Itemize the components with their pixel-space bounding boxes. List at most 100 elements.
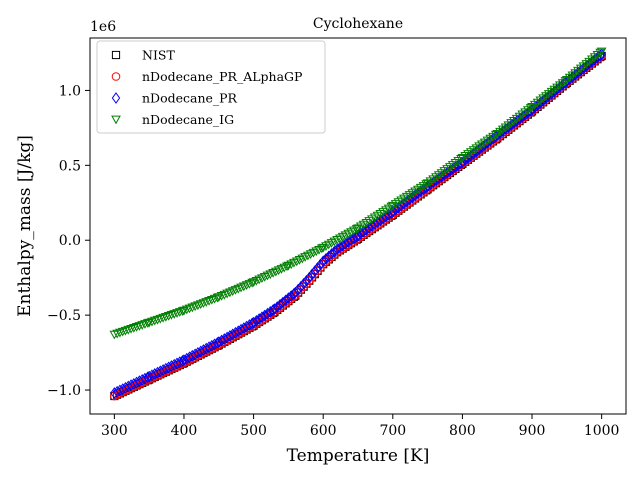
data-point <box>210 338 219 351</box>
y-tick-label: 1.0 <box>59 83 81 99</box>
data-point <box>152 315 163 325</box>
y-tick-label: 0.5 <box>59 158 81 174</box>
data-point <box>307 268 317 281</box>
data-point <box>179 306 189 316</box>
data-point <box>213 336 222 349</box>
data-point <box>257 311 267 324</box>
data-point <box>330 245 339 258</box>
legend-marker <box>111 92 121 104</box>
data-point <box>204 297 214 306</box>
data-point <box>327 248 336 260</box>
data-point <box>209 294 220 304</box>
data-point <box>344 236 353 248</box>
data-point <box>115 328 125 338</box>
data-point <box>402 195 411 208</box>
data-point <box>254 313 264 325</box>
data-point <box>172 309 182 318</box>
data-point <box>293 283 303 296</box>
legend-marker <box>111 115 121 125</box>
x-tick-label: 600 <box>310 423 337 439</box>
data-point <box>324 250 333 263</box>
data-point <box>206 295 217 305</box>
data-point <box>595 48 606 58</box>
data-point <box>338 239 347 252</box>
y-tick-label: −1.0 <box>47 383 81 399</box>
data-point <box>341 237 350 250</box>
data-point <box>318 255 328 268</box>
data-point <box>249 316 258 329</box>
data-point <box>109 330 120 340</box>
data-point <box>134 322 145 331</box>
data-point <box>174 308 185 317</box>
data-point <box>149 316 160 326</box>
data-point <box>178 354 187 367</box>
data-point <box>273 301 282 313</box>
data-point <box>321 252 331 265</box>
data-point <box>270 303 279 315</box>
data-point <box>129 323 139 333</box>
data-point <box>275 298 285 311</box>
data-point <box>316 258 325 271</box>
data-point <box>126 324 136 334</box>
legend-box <box>96 40 326 134</box>
legend-label: nDodecane_PR <box>142 91 238 106</box>
data-point <box>284 292 293 305</box>
data-point <box>597 48 606 61</box>
data-point <box>281 294 290 307</box>
data-point <box>266 305 275 318</box>
data-point <box>131 323 142 332</box>
plot-marks <box>109 47 607 401</box>
y-tick-label: 0.0 <box>59 233 81 249</box>
data-point <box>291 286 300 299</box>
data-point <box>144 318 155 328</box>
data-point <box>260 309 269 322</box>
series-ndodecane-ig <box>109 47 607 340</box>
x-tick-label: 300 <box>101 423 128 439</box>
data-point <box>405 193 414 206</box>
data-point <box>335 241 345 254</box>
data-point <box>351 225 362 234</box>
data-point <box>310 265 320 277</box>
data-point <box>212 293 223 303</box>
data-point <box>296 280 306 293</box>
y-axis-label: Enthalpy_mass [J/kg] <box>15 135 35 317</box>
data-point <box>332 243 342 256</box>
data-point <box>169 310 180 319</box>
data-point <box>187 303 198 313</box>
data-point <box>560 77 571 86</box>
data-point <box>396 199 406 212</box>
data-point <box>137 321 148 330</box>
x-tick-label: 1000 <box>584 423 620 439</box>
data-point <box>181 305 192 315</box>
data-point <box>268 304 278 316</box>
data-point <box>349 232 359 245</box>
chart-title: Cyclohexane <box>313 16 403 32</box>
y-offset-label: 1e6 <box>90 19 116 35</box>
x-tick-label: 400 <box>171 423 198 439</box>
legend: NIST nDodecane_PR_ALphaGP nDodecane_PR nDod… <box>96 40 326 134</box>
x-tick-label: 700 <box>379 423 406 439</box>
legend-label: nDodecane_PR_ALphaGP <box>142 69 302 84</box>
data-point <box>155 314 166 324</box>
data-point <box>313 261 322 274</box>
data-point <box>195 300 206 309</box>
data-point <box>352 230 361 243</box>
data-point <box>140 372 150 385</box>
x-tick-label: 900 <box>519 423 546 439</box>
data-point <box>198 299 209 308</box>
data-point <box>123 325 134 335</box>
data-point <box>421 180 432 190</box>
x-axis-label: Temperature [K] <box>287 446 430 466</box>
data-point <box>245 319 254 331</box>
data-point <box>305 271 314 284</box>
data-point <box>143 371 152 384</box>
data-point <box>166 311 177 320</box>
data-point <box>201 298 212 307</box>
data-point <box>120 326 131 336</box>
legend-marker <box>111 72 121 81</box>
x-axis-ticks: 300 400 500 600 700 800 900 1000 <box>101 414 619 439</box>
data-point <box>353 229 363 242</box>
data-point <box>316 244 327 254</box>
data-point <box>386 202 397 212</box>
